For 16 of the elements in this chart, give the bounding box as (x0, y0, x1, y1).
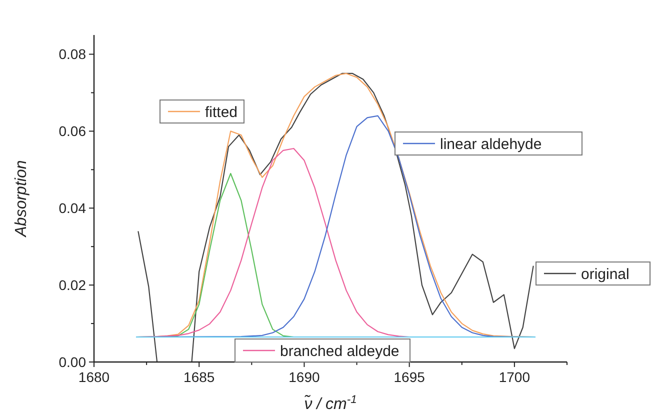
y-tick-label: 0.06 (58, 123, 86, 140)
legend-label: fitted (205, 104, 238, 121)
x-tick-label: 1685 (184, 369, 215, 385)
x-tick-label: 1690 (288, 369, 320, 385)
y-tick-label: 0.04 (58, 200, 86, 216)
legend-label: original (581, 266, 630, 283)
x-tick-label: 1700 (498, 369, 530, 385)
x-axis-title: ν̃ / cm$^{-1}$ (304, 394, 357, 413)
y-tick-label: 0.02 (58, 276, 86, 293)
legend-label: branched aldeyde (280, 342, 400, 360)
y-axis-title: Absorption (13, 160, 30, 238)
y-tick-label: 0.08 (58, 46, 86, 62)
x-tick-label: 1695 (394, 369, 426, 385)
legend-label: linear aldehyde (440, 136, 542, 153)
x-tick-label: 1680 (78, 369, 110, 385)
text: 0.00 (58, 354, 86, 370)
